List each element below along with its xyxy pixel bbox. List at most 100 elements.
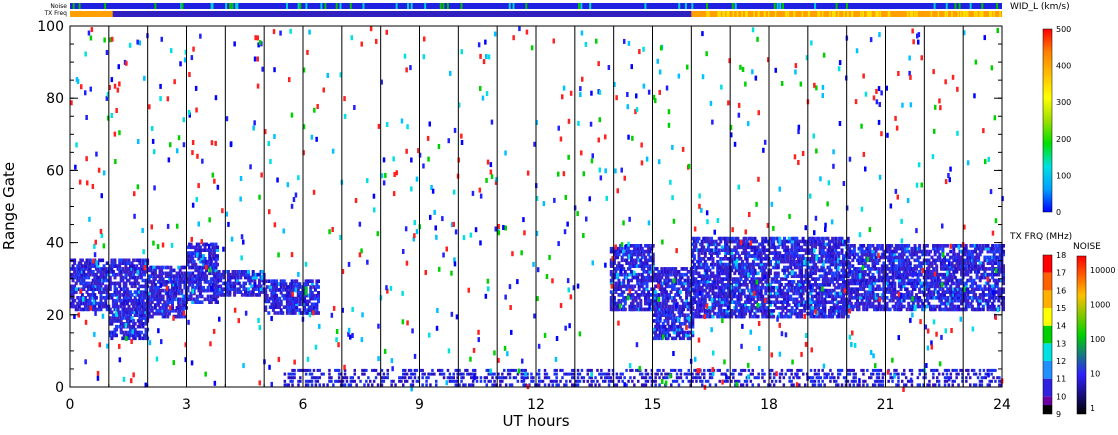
- echo-cell: [761, 274, 765, 278]
- echo-cell: [130, 284, 134, 289]
- echo-cell: [655, 322, 659, 326]
- echo-cell: [115, 304, 118, 309]
- echo-cell: [772, 300, 776, 304]
- echo-cell: [798, 245, 802, 250]
- echo-cell: [309, 293, 313, 298]
- echo-cell: [793, 311, 797, 316]
- echo-cell: [891, 264, 895, 268]
- echo-cell: [737, 311, 741, 316]
- echo-cell: [212, 262, 216, 267]
- echo-cell: [113, 261, 117, 265]
- echo-cell: [191, 283, 195, 287]
- echo-cell: [683, 301, 687, 306]
- echo-cell: [913, 287, 917, 291]
- echo-cell: [664, 275, 668, 280]
- echo-cell: [924, 261, 928, 265]
- echo-cell: [683, 322, 687, 326]
- echo-cell: [759, 259, 763, 264]
- echo-cell: [609, 258, 613, 263]
- echo-cell: [885, 267, 889, 271]
- echo-cell: [74, 304, 78, 309]
- echo-cell: [655, 324, 659, 329]
- echo-cell: [902, 293, 906, 297]
- echo-cell: [807, 306, 811, 310]
- echo-cell: [694, 248, 698, 252]
- echo-cell: [183, 265, 187, 270]
- echo-cell: [688, 293, 692, 297]
- echo-cell: [842, 280, 845, 284]
- echo-cell: [873, 281, 877, 286]
- noise-strip-mark: [297, 3, 300, 9]
- echo-cell: [230, 275, 233, 280]
- echo-cell: [682, 336, 685, 341]
- echo-cell: [713, 277, 717, 281]
- echo-cell: [71, 264, 75, 268]
- echo-cell: [147, 277, 151, 281]
- echo-cell: [702, 303, 706, 307]
- echo-cell: [758, 303, 762, 307]
- echo-cell: [652, 275, 656, 280]
- echo-cell: [622, 281, 626, 286]
- echo-cell: [99, 278, 103, 283]
- echo-cell: [824, 300, 828, 304]
- echo-cell: [101, 258, 105, 263]
- echo-cell: [814, 268, 817, 273]
- echo-cell: [609, 290, 613, 294]
- echo-cell: [955, 293, 959, 297]
- echo-cell: [686, 333, 690, 338]
- echo-cell: [298, 285, 302, 289]
- echo-cell: [116, 319, 120, 323]
- echo-cell: [640, 246, 644, 251]
- echo-cell: [725, 257, 729, 261]
- echo-cell: [111, 264, 115, 268]
- echo-cell: [640, 307, 644, 312]
- echo-cell: [113, 275, 117, 280]
- echo-cell: [121, 267, 125, 271]
- echo-cell: [792, 236, 796, 241]
- echo-cell: [737, 309, 741, 313]
- echo-cell: [195, 248, 199, 252]
- echo-cell: [744, 277, 748, 281]
- echo-cell: [202, 259, 205, 264]
- echo-cell: [831, 236, 835, 241]
- echo-cell: [857, 246, 861, 251]
- echo-cell: [849, 301, 853, 306]
- echo-cell: [648, 258, 652, 263]
- echo-cell: [846, 284, 850, 289]
- echo-cell: [79, 275, 83, 280]
- echo-cell: [102, 304, 106, 309]
- echo-cell: [623, 270, 627, 274]
- echo-cell: [846, 278, 850, 283]
- echo-cell: [932, 307, 936, 312]
- echo-cell: [702, 300, 706, 304]
- echo-cell: [84, 264, 87, 268]
- echo-cell: [933, 307, 937, 312]
- echo-cell: [748, 254, 752, 258]
- echo-cell: [764, 254, 768, 258]
- echo-cell: [828, 309, 831, 313]
- echo-cell: [741, 306, 744, 310]
- echo-cell: [655, 316, 659, 320]
- echo-cell: [927, 275, 931, 280]
- echo-cell: [708, 314, 712, 319]
- echo-cell: [228, 281, 232, 286]
- echo-cell: [630, 270, 633, 274]
- echo-cell: [935, 246, 939, 251]
- echo-cell: [818, 300, 822, 304]
- echo-cell: [753, 251, 757, 255]
- echo-cell: [115, 327, 118, 332]
- echo-cell: [628, 249, 632, 254]
- echo-cell: [809, 303, 813, 307]
- echo-cell: [717, 242, 721, 247]
- echo-cell: [138, 313, 142, 317]
- echo-cell: [174, 280, 178, 284]
- echo-cell: [661, 296, 665, 300]
- echo-cell: [622, 284, 626, 289]
- echo-cell: [144, 293, 148, 297]
- echo-cell: [854, 293, 858, 297]
- echo-cell: [783, 242, 786, 247]
- echo-cell: [720, 257, 724, 261]
- echo-cell: [225, 281, 229, 286]
- echo-cell: [614, 249, 618, 254]
- echo-cell: [705, 248, 709, 252]
